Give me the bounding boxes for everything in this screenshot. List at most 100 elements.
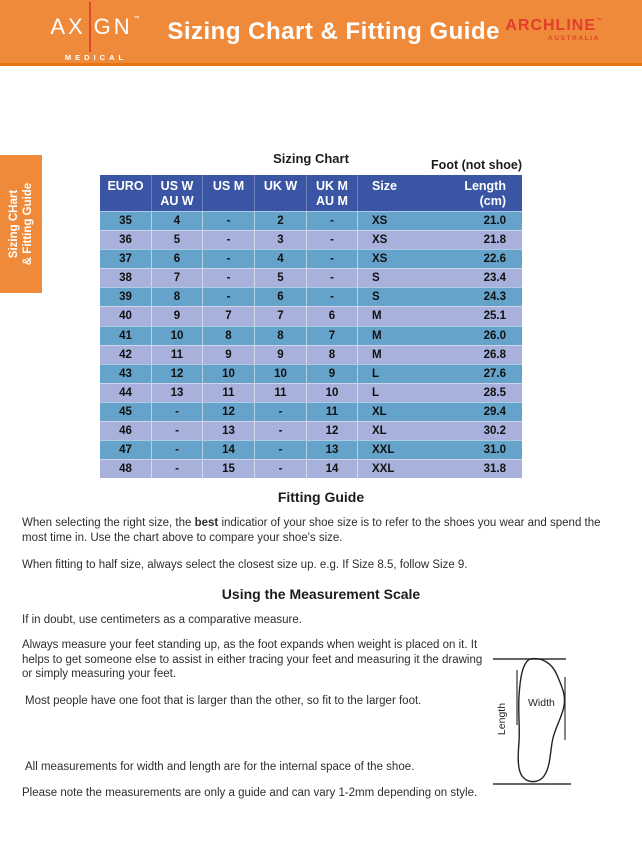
size-table-row: 43 12 10 10 9 L 27.6 — [100, 363, 522, 383]
size-table-cell: 29.4 — [483, 405, 506, 418]
size-table-cell: 38 — [100, 269, 152, 288]
side-tab-label: Sizing CHart & Fitting Guide — [0, 155, 42, 293]
size-table-cell: L — [372, 367, 380, 380]
archline-logo: ARCHLINE™ AUSTRALIA — [505, 17, 602, 45]
size-table-cell: 26.8 — [483, 348, 506, 361]
size-table-cell: 36 — [100, 231, 152, 250]
size-table-row: 39 8-6- S 24.3 — [100, 287, 522, 307]
foot-measurement-diagram: Width Length — [488, 648, 580, 794]
size-table-row: 48-15-14 XXL 31.8 — [100, 459, 522, 479]
size-table-cell: 25.1 — [483, 310, 506, 323]
size-table-header: EURO US W AU W US M UK W UK M AU M Size Length (c… — [100, 175, 522, 211]
size-table-cell: M — [372, 348, 382, 361]
size-table-cell: 39 — [100, 288, 152, 307]
side-tab: Sizing CHart & Fitting Guide — [0, 155, 42, 293]
p1-before: When selecting the right size, the — [22, 517, 195, 529]
axign-logo-part1: AX — [50, 13, 86, 39]
archline-logo-subtext: AUSTRALIA — [548, 34, 600, 42]
axign-logo-part2: GN — [93, 13, 133, 39]
measurement-paragraph-5: Please note the measurements are only a … — [22, 787, 478, 799]
size-table-cell: 10 — [203, 364, 255, 383]
size-table-col-euro: EURO — [100, 175, 152, 211]
size-table-cell: - — [255, 441, 307, 460]
size-table-cell: S — [372, 291, 380, 304]
p1-bold-word: best — [194, 517, 219, 529]
axign-logo-line — [88, 1, 91, 52]
size-table-cell: - — [203, 250, 255, 269]
size-table-cell: - — [152, 460, 203, 479]
size-table-cell: 23.4 — [483, 272, 506, 285]
size-table-cell: 8 — [152, 288, 203, 307]
size-table-cell: 24.3 — [483, 291, 506, 304]
size-table-cell: 41 — [100, 326, 152, 345]
size-table-cell: - — [152, 402, 203, 422]
size-table-cell: 43 — [100, 364, 152, 383]
size-table-cell: 12 — [307, 422, 358, 441]
width-label: Width — [528, 697, 555, 709]
size-table-cell: - — [255, 402, 307, 422]
size-table-cell: 28.5 — [483, 386, 506, 399]
axign-logo: AX GN ™ MEDICAL — [36, 1, 156, 62]
size-table-cell: - — [307, 288, 358, 307]
size-table-cell: 12 — [203, 402, 255, 422]
size-table-cell: 7 — [152, 269, 203, 288]
size-table-cell: XS — [372, 215, 388, 227]
size-table-cell: XXL — [372, 444, 395, 457]
size-table-cell: - — [307, 212, 358, 231]
size-table-cell: M — [372, 329, 382, 342]
size-table-cell: 6 — [152, 250, 203, 269]
size-table-cell: - — [152, 441, 203, 460]
size-table-cell: 6 — [307, 307, 358, 326]
sizing-chart-heading: Sizing Chart — [273, 151, 349, 166]
measurement-paragraph-3: Most people have one foot that is larger… — [25, 695, 422, 707]
size-table-cell: - — [255, 460, 307, 479]
size-table-cell: 13 — [203, 422, 255, 441]
size-table-cell: 7 — [307, 326, 358, 345]
size-table-cell: - — [203, 269, 255, 288]
axign-trademark: ™ — [133, 15, 143, 22]
size-table-row: 36 5-3- XS 21.8 — [100, 230, 522, 250]
size-table-cell: 9 — [255, 345, 307, 364]
archline-trademark: ™ — [596, 17, 602, 24]
size-table-cell: 31.8 — [483, 463, 506, 476]
size-table-cell: 9 — [152, 307, 203, 326]
size-table-cell: 9 — [307, 364, 358, 383]
axign-logo-subtext: MEDICAL — [64, 52, 128, 62]
size-table-cell: - — [307, 269, 358, 288]
size-table-cell: 5 — [255, 269, 307, 288]
size-table-cell: 4 — [255, 250, 307, 269]
size-table-cell: 42 — [100, 345, 152, 364]
size-table-row: 41 10 8 8 7 M 26.0 — [100, 325, 522, 345]
size-table-cell: 4 — [152, 212, 203, 231]
size-table-cell: 13 — [152, 383, 203, 402]
fitting-guide-paragraph-2: When fitting to half size, always select… — [22, 559, 468, 571]
measurement-scale-heading: Using the Measurement Scale — [221, 586, 421, 602]
size-table-cell: XXL — [372, 463, 395, 476]
size-table-cell: 45 — [100, 402, 152, 422]
size-table-cell: 9 — [203, 345, 255, 364]
size-table-cell: 6 — [255, 288, 307, 307]
size-table-cell: 11 — [255, 383, 307, 402]
size-table-col-uk-m: UK M AU M — [307, 175, 358, 211]
size-table-cell: - — [307, 250, 358, 269]
size-table-cell: - — [203, 212, 255, 231]
size-table-cell: 48 — [100, 460, 152, 479]
size-table-cell: 8 — [203, 326, 255, 345]
size-table-cell: - — [203, 288, 255, 307]
size-table-row: 46-13-12 XL 30.2 — [100, 421, 522, 441]
size-table-row: 42 11 9 9 8 M 26.8 — [100, 344, 522, 364]
size-table-cell: 5 — [152, 231, 203, 250]
measurement-paragraph-1: If in doubt, use centimeters as a compar… — [22, 614, 302, 626]
size-table-cell: 11 — [307, 402, 358, 422]
measurement-paragraph-2: Always measure your feet standing up, as… — [22, 639, 483, 680]
size-table-cell: - — [152, 422, 203, 441]
measurement-paragraph-4: All measurements for width and length ar… — [25, 761, 415, 773]
foot-outline-drawing: Width Length — [493, 657, 571, 785]
size-table-cell: 3 — [255, 231, 307, 250]
size-table-row: 47-14-13 XXL 31.0 — [100, 440, 522, 460]
size-table-cell: 12 — [152, 364, 203, 383]
size-table-cell: 7 — [255, 307, 307, 326]
size-table-col-uk-w: UK W — [255, 175, 307, 211]
size-table-row: 38 7-5- S 23.4 — [100, 268, 522, 288]
